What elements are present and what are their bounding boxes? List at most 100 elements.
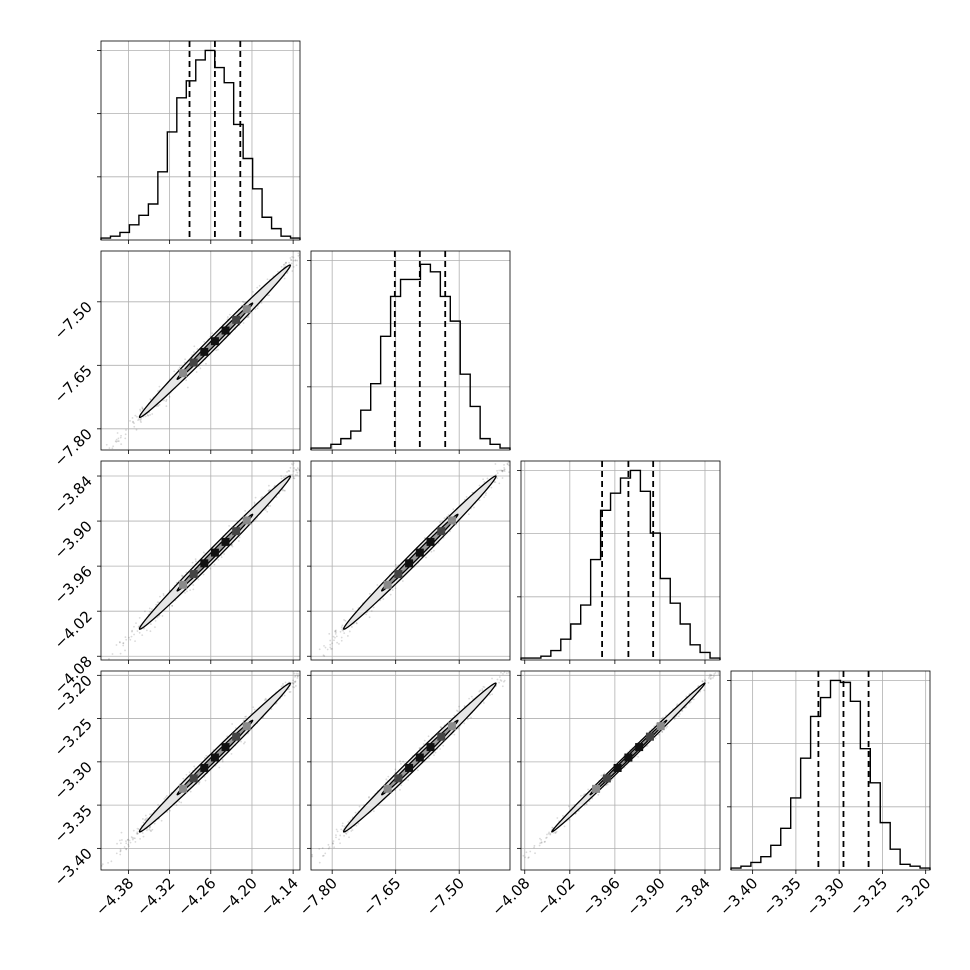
sample-point xyxy=(355,622,358,624)
sample-point xyxy=(286,272,289,275)
sample-point xyxy=(203,757,206,759)
sample-point xyxy=(120,434,122,437)
sample-point xyxy=(485,492,487,495)
histogram-panel-0 xyxy=(97,40,301,244)
sample-point xyxy=(289,466,292,469)
sample-point xyxy=(553,832,555,834)
sample-point xyxy=(335,836,337,839)
sample-point xyxy=(180,801,183,804)
sample-point xyxy=(292,256,295,259)
sample-point xyxy=(427,735,430,738)
sample-point xyxy=(310,453,312,455)
sample-point xyxy=(324,227,326,229)
sample-point xyxy=(37,730,39,732)
sample-point xyxy=(465,495,468,498)
sample-point xyxy=(434,751,437,754)
sample-point xyxy=(79,893,81,895)
sample-point xyxy=(540,841,543,844)
sample-point xyxy=(498,482,501,485)
sample-point xyxy=(115,644,118,646)
sample-point xyxy=(114,440,117,443)
sample-point xyxy=(539,842,542,845)
histogram-step-line xyxy=(310,263,511,450)
sample-point xyxy=(507,457,509,459)
sample-point xyxy=(562,814,564,817)
sample-point xyxy=(182,777,185,780)
sample-point xyxy=(571,617,573,619)
sample-point xyxy=(503,463,505,466)
sample-point xyxy=(133,633,136,636)
sample-point xyxy=(141,832,144,834)
sample-point xyxy=(347,821,350,823)
sample-point xyxy=(751,636,753,638)
sample-point xyxy=(699,690,702,693)
sample-point xyxy=(677,715,680,718)
sample-point xyxy=(238,536,241,539)
sample-point xyxy=(245,715,248,718)
sample-point xyxy=(281,489,284,492)
sample-point xyxy=(243,742,245,745)
sample-point xyxy=(516,665,518,667)
sample-point xyxy=(335,834,337,837)
sample-point xyxy=(479,689,482,692)
sample-point xyxy=(318,648,321,651)
sample-point xyxy=(507,671,510,674)
sample-point xyxy=(653,725,656,728)
panel-frame xyxy=(310,460,511,661)
sample-point xyxy=(341,624,344,627)
sample-point xyxy=(288,688,290,690)
sample-point xyxy=(185,379,188,382)
sample-point xyxy=(468,697,471,700)
sample-point xyxy=(519,446,521,448)
sample-point xyxy=(339,630,342,633)
sample-point xyxy=(181,574,184,577)
sample-point xyxy=(703,689,706,692)
sample-point xyxy=(117,440,120,442)
sample-point xyxy=(678,713,681,715)
density-core-cell xyxy=(602,774,611,783)
panel-frame xyxy=(100,40,301,241)
sample-point xyxy=(501,469,504,472)
sample-point xyxy=(193,345,196,348)
sample-point xyxy=(288,261,290,264)
sample-point xyxy=(503,679,506,682)
sample-point xyxy=(551,826,554,829)
sample-point xyxy=(720,667,722,669)
sample-point xyxy=(500,671,502,674)
sample-point xyxy=(128,839,131,842)
density-core-cell xyxy=(221,537,230,546)
sample-point xyxy=(296,467,299,470)
sample-point xyxy=(548,831,550,834)
sample-point xyxy=(701,680,704,683)
sample-point xyxy=(440,726,443,729)
sample-point xyxy=(511,457,513,459)
sample-point xyxy=(124,437,127,440)
sample-point xyxy=(308,455,310,457)
sample-point xyxy=(341,822,344,825)
sample-point xyxy=(503,671,506,674)
sample-point xyxy=(728,662,730,664)
sample-point xyxy=(157,405,159,407)
sample-point xyxy=(164,796,167,799)
sample-point xyxy=(714,672,717,674)
sample-point xyxy=(185,571,188,574)
sample-point xyxy=(365,613,368,616)
sample-point xyxy=(294,474,297,476)
sample-point xyxy=(708,675,711,678)
y-tick-label: −3.25 xyxy=(51,715,96,760)
sample-point xyxy=(555,417,557,419)
sample-point xyxy=(321,445,323,447)
sample-point xyxy=(344,422,346,424)
x-tick-label: −4.32 xyxy=(133,874,178,919)
sample-point xyxy=(142,627,145,630)
sample-point xyxy=(283,263,286,266)
sample-point xyxy=(348,630,351,633)
sample-point xyxy=(355,824,358,827)
histogram-panel-3: −3.40−3.35−3.30−3.25−3.20 xyxy=(716,670,935,919)
sample-point xyxy=(305,463,307,465)
x-tick-label: −4.38 xyxy=(92,874,137,919)
sample-point xyxy=(294,675,297,677)
sample-point xyxy=(231,723,234,725)
density-core-cell xyxy=(405,763,414,772)
sample-point xyxy=(541,652,543,654)
